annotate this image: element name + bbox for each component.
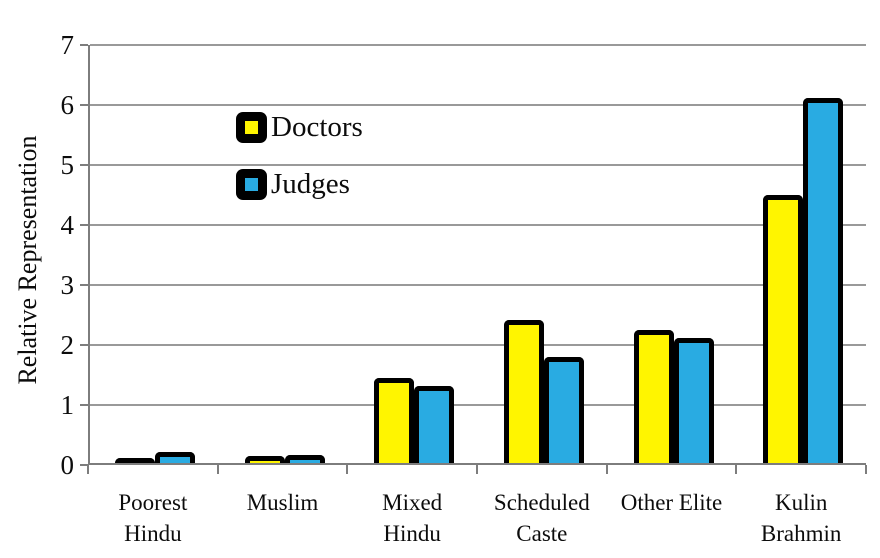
gridline-1: [90, 404, 866, 406]
x-label-line: Mixed: [382, 490, 443, 515]
x-label-mixed-hindu: Mixed Hindu: [342, 487, 482, 549]
bar-judges-other-elite: [673, 338, 714, 463]
bar-judges-mixed-hindu: [414, 386, 455, 463]
x-label-line: Caste: [516, 521, 568, 546]
bar-judges-kulin-brahmin: [803, 98, 844, 463]
y-tick-label-6: 6: [60, 90, 75, 120]
y-tick-mark-7: [80, 44, 88, 46]
x-label-line: Muslim: [246, 490, 319, 515]
legend-item-judges: Judges: [236, 164, 363, 204]
x-label-line: Poorest: [118, 490, 188, 515]
x-tick-mark-4: [605, 465, 608, 474]
gridline-3: [90, 284, 866, 286]
bar-judges-scheduled-caste: [543, 357, 584, 463]
gridline-6: [90, 104, 866, 106]
x-label-kulin-brahmin: Kulin Brahmin: [731, 487, 871, 549]
x-label-line: Hindu: [124, 521, 182, 546]
bar-judges-poorest-hindu: [154, 452, 195, 463]
y-tick-mark-1: [80, 404, 88, 406]
x-tick-mark-1: [216, 465, 219, 474]
x-label-other-elite: Other Elite: [602, 487, 742, 518]
bar-doctors-other-elite: [633, 329, 674, 463]
legend: Doctors Judges: [236, 107, 363, 221]
y-tick-mark-0: [80, 464, 88, 466]
legend-swatch: [245, 177, 258, 191]
y-tick-label-3: 3: [60, 270, 75, 300]
x-label-line: Other Elite: [620, 490, 723, 515]
y-tick-mark-3: [80, 284, 88, 286]
legend-swatch: [245, 120, 258, 134]
legend-item-doctors: Doctors: [236, 107, 363, 147]
y-tick-label-1: 1: [60, 390, 75, 420]
x-label-poorest-hindu: Poorest Hindu: [83, 487, 223, 549]
bar-doctors-mixed-hindu: [374, 378, 415, 463]
bar-judges-muslim: [284, 454, 325, 463]
legend-marker-icon: [236, 168, 267, 200]
y-tick-label-2: 2: [60, 330, 75, 360]
legend-marker-icon: [236, 111, 267, 143]
x-tick-mark-3: [476, 465, 478, 474]
y-tick-mark-2: [80, 344, 88, 346]
y-tick-mark-6: [80, 104, 88, 106]
x-label-line: Brahmin: [760, 521, 842, 546]
y-tick-label-4: 4: [60, 210, 75, 240]
bar-doctors-scheduled-caste: [503, 319, 544, 463]
gridline-4: [90, 224, 866, 226]
x-tick-mark-2: [346, 465, 349, 474]
gridline-7: [90, 44, 866, 46]
x-label-line: Scheduled: [493, 490, 590, 515]
x-label-line: Hindu: [383, 521, 441, 546]
gridline-2: [90, 344, 866, 346]
y-tick-mark-4: [80, 224, 88, 226]
y-tick-label-7: 7: [60, 30, 75, 60]
y-tick-label-0: 0: [60, 450, 75, 480]
legend-label: Doctors: [271, 110, 363, 143]
legend-label: Judges: [271, 167, 350, 200]
x-label-muslim: Muslim: [213, 487, 353, 518]
x-label-line: Kulin: [774, 490, 828, 515]
bar-doctors-kulin-brahmin: [763, 194, 804, 463]
y-tick-mark-5: [80, 164, 88, 166]
x-tick-mark-6: [865, 465, 867, 474]
y-tick-label-5: 5: [60, 150, 75, 180]
x-tick-mark-5: [735, 465, 738, 474]
x-label-scheduled-caste: Scheduled Caste: [472, 487, 612, 549]
x-tick-mark-0: [87, 465, 89, 474]
plot-area: Doctors Judges: [88, 44, 866, 465]
bar-doctors-muslim: [244, 455, 285, 463]
gridline-5: [90, 164, 866, 166]
bar-doctors-poorest-hindu: [114, 458, 155, 463]
